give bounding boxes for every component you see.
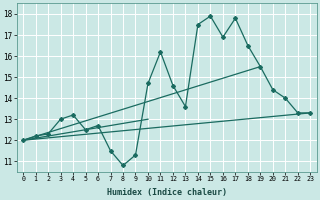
X-axis label: Humidex (Indice chaleur): Humidex (Indice chaleur) xyxy=(107,188,227,197)
